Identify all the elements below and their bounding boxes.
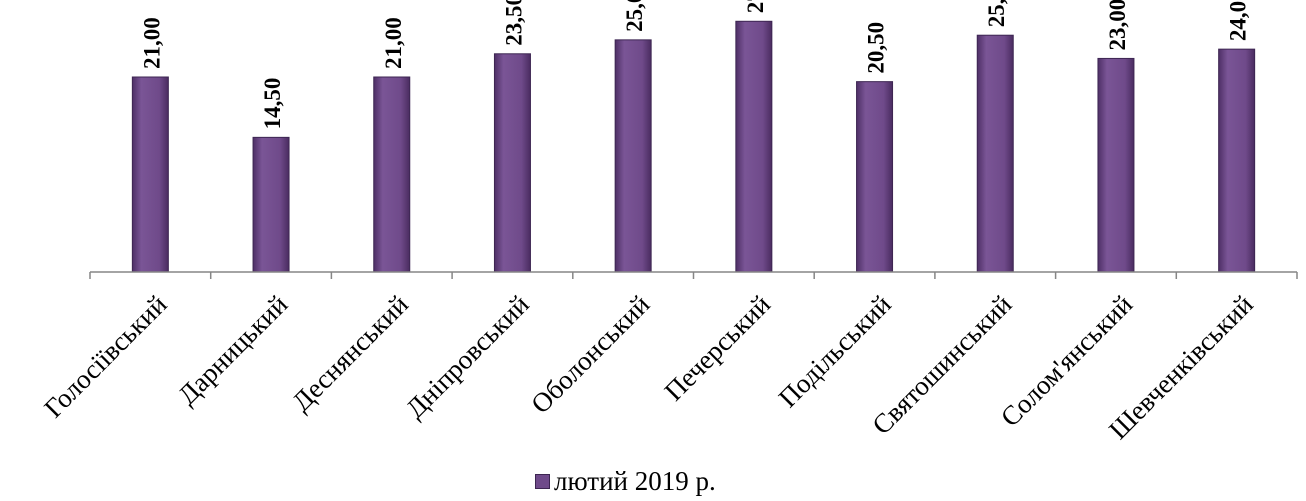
x-tick-label: Печерський: [659, 289, 777, 407]
data-label: 24,00: [1226, 0, 1251, 41]
data-label: 21,00: [139, 17, 164, 69]
bar: [1097, 57, 1135, 273]
bar: [614, 39, 652, 273]
legend: лютий 2019 р.: [535, 466, 716, 496]
x-tick-label: Оболонський: [525, 289, 655, 419]
data-label: 25,00: [622, 0, 647, 32]
bar: [856, 81, 894, 273]
bar: [252, 136, 290, 273]
data-label: 23,00: [1105, 0, 1130, 50]
legend-label: лютий 2019 р.: [554, 465, 716, 496]
x-tick-label: Дніпровський: [400, 289, 535, 424]
data-label: 25,50: [984, 0, 1009, 27]
x-tick-label: Голосіївський: [38, 289, 172, 423]
bar: [131, 76, 169, 273]
data-label: 20,50: [864, 22, 889, 74]
bar: [1218, 48, 1256, 273]
legend-swatch: [535, 473, 550, 489]
bar: [976, 34, 1014, 273]
data-label: 23,50: [501, 0, 526, 46]
bar: [373, 76, 411, 273]
x-tick-label: Подільський: [773, 289, 897, 413]
data-label: 14,50: [260, 78, 285, 130]
data-label: 27,00: [743, 0, 768, 13]
data-label: 21,00: [381, 17, 406, 69]
bar: [493, 53, 531, 273]
x-tick-label: Дарницький: [172, 289, 293, 410]
bar: [735, 20, 773, 273]
x-tick-label: Деснянський: [286, 289, 414, 417]
